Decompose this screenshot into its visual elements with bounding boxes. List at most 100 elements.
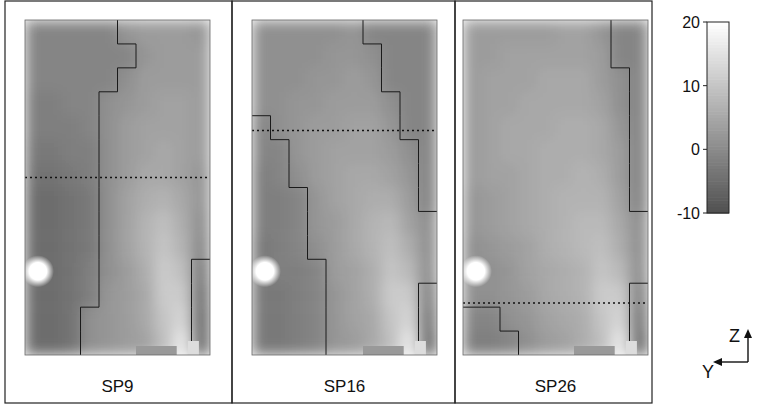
heatmap-cell xyxy=(62,68,81,92)
source-dot xyxy=(252,255,281,287)
heatmap-cell xyxy=(345,283,364,307)
heatmap-cell xyxy=(519,116,538,140)
contour-segment xyxy=(419,211,438,212)
heatmap-cell xyxy=(500,44,519,68)
panel-title: SP16 xyxy=(324,377,366,396)
contour-segment xyxy=(99,140,100,164)
heatmap-cell xyxy=(556,20,575,44)
heatmap-cell xyxy=(173,259,192,283)
heatmap-cell xyxy=(500,20,519,44)
contour-segment xyxy=(99,283,100,307)
zero-contour xyxy=(463,20,648,355)
heatmap-cell xyxy=(593,140,612,164)
heatmap-cell xyxy=(271,116,290,140)
heatmap-cell xyxy=(173,283,192,307)
heatmap-cell xyxy=(44,20,63,44)
heatmap-cell xyxy=(463,188,482,212)
heatmap-cells xyxy=(25,20,210,355)
heatmap-cell xyxy=(519,211,538,235)
heatmap-cell xyxy=(419,283,438,307)
heatmap-cell xyxy=(463,44,482,68)
heatmap-cell xyxy=(500,164,519,188)
heatmap-cell xyxy=(192,259,211,283)
heatmap-cell xyxy=(81,331,100,355)
heatmap-cell xyxy=(611,283,630,307)
contour-segment xyxy=(629,164,630,188)
contour-segment xyxy=(99,92,100,116)
heatmap-cell xyxy=(44,188,63,212)
heatmap-cell xyxy=(482,68,501,92)
contour-segment xyxy=(630,211,649,212)
heatmap-cell xyxy=(630,20,649,44)
heatmap-cell xyxy=(118,188,137,212)
axis-label: Y xyxy=(702,362,714,382)
heatmap-cell xyxy=(308,331,327,355)
heatmap-cell xyxy=(611,307,630,331)
contour-segment xyxy=(289,140,290,164)
heatmap-cell xyxy=(611,44,630,68)
contour-segment xyxy=(418,188,419,212)
heatmap-cell xyxy=(537,211,556,235)
contour-segment xyxy=(270,116,271,140)
heatmap-cell xyxy=(463,331,482,355)
colorbar-tick-label: 0 xyxy=(691,141,700,158)
heatmap-cell xyxy=(81,307,100,331)
heatmap-cell xyxy=(593,188,612,212)
heatmap-cell xyxy=(136,188,155,212)
heatmap-cell xyxy=(419,116,438,140)
heatmap-cell xyxy=(118,259,137,283)
zero-contour xyxy=(81,20,211,355)
nozzle xyxy=(363,346,404,355)
heatmap-cell xyxy=(136,283,155,307)
heatmap-cell xyxy=(252,188,271,212)
plot-frame xyxy=(252,20,437,355)
heatmap-cell xyxy=(99,235,118,259)
heatmap-cell xyxy=(308,140,327,164)
contour-segment xyxy=(611,67,630,68)
heatmap-cell xyxy=(173,188,192,212)
heatmap-cell xyxy=(173,307,192,331)
contour-segment xyxy=(289,164,290,188)
heatmap-cell xyxy=(326,44,345,68)
contour-segment xyxy=(326,259,327,283)
heatmap-cell xyxy=(155,140,174,164)
heatmap-cell xyxy=(556,259,575,283)
heatmap-cell xyxy=(62,307,81,331)
heatmap-cell xyxy=(382,307,401,331)
heatmap-cell xyxy=(519,68,538,92)
heatmap-cell xyxy=(326,92,345,116)
heatmap-cell xyxy=(192,164,211,188)
heatmap-cell xyxy=(326,307,345,331)
heatmap-cell xyxy=(345,92,364,116)
heatmap-cell xyxy=(611,259,630,283)
contour-segment xyxy=(80,307,81,331)
heatmap-cell xyxy=(173,68,192,92)
heatmap-cell xyxy=(62,235,81,259)
heatmap-cell xyxy=(326,68,345,92)
heatmap-cell xyxy=(556,44,575,68)
heatmap-cell xyxy=(382,211,401,235)
heatmap-cell xyxy=(252,331,271,355)
contour-segment xyxy=(630,283,649,284)
heatmap-cell xyxy=(271,44,290,68)
heatmap-cell xyxy=(630,211,649,235)
heatmap-cell xyxy=(44,211,63,235)
heatmap-cell xyxy=(500,68,519,92)
heatmap-cell xyxy=(271,211,290,235)
colorbar-tick xyxy=(703,22,707,23)
heatmap-cell xyxy=(271,283,290,307)
heatmap-cell xyxy=(44,235,63,259)
heatmap-cell xyxy=(363,188,382,212)
heatmap-cell xyxy=(363,116,382,140)
heatmap-cell xyxy=(118,116,137,140)
heatmap-cell xyxy=(611,235,630,259)
heatmap-cell xyxy=(81,235,100,259)
heatmap-cell xyxy=(500,92,519,116)
heatmap-cell xyxy=(611,116,630,140)
heatmap-cell xyxy=(25,92,44,116)
contour-segment xyxy=(118,67,137,68)
heatmap-cell xyxy=(289,331,308,355)
nozzle xyxy=(415,341,426,355)
panel-frame xyxy=(5,1,232,403)
contour-segment xyxy=(463,307,482,308)
